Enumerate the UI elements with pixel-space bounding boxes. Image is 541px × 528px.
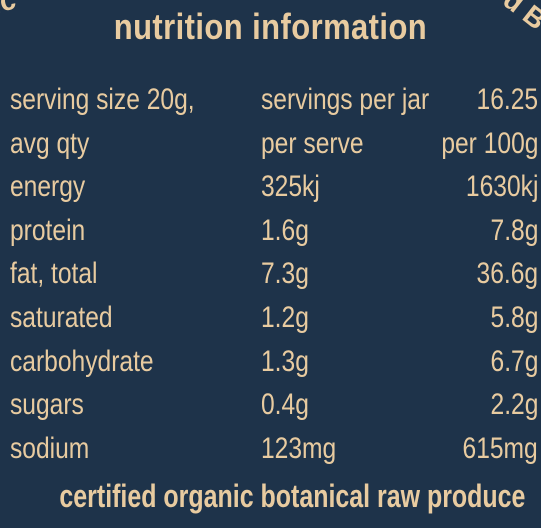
row-label: sodium bbox=[10, 431, 90, 465]
row-per-100g: 6.7g bbox=[490, 344, 538, 378]
row-label: avg qty bbox=[10, 126, 90, 160]
table-row: fat, total 7.3g 36.6g bbox=[10, 252, 538, 296]
table-row: carbohydrate 1.3g 6.7g bbox=[10, 340, 538, 384]
row-label: sugars bbox=[10, 388, 84, 422]
row-label: protein bbox=[10, 213, 86, 247]
table-row: avg qty per serve per 100g bbox=[10, 122, 538, 166]
table-row: saturated 1.2g 5.8g bbox=[10, 296, 538, 340]
row-per-100g: 1630kj bbox=[465, 170, 538, 204]
row-per-serve: per serve bbox=[261, 126, 364, 160]
row-per-serve: 7.3g bbox=[261, 257, 309, 291]
row-label: energy bbox=[10, 170, 86, 204]
row-per-serve: servings per jar bbox=[261, 83, 430, 116]
row-per-serve: 1.2g bbox=[261, 300, 309, 334]
row-per-serve: 123mg bbox=[261, 431, 337, 465]
row-label: carbohydrate bbox=[10, 344, 154, 378]
table-row: sodium 123mg 615mg bbox=[10, 427, 538, 471]
table-row: energy 325kj 1630kj bbox=[10, 165, 538, 209]
certification-footer: certified organic botanical raw produce bbox=[59, 478, 526, 514]
curved-brand-text-right: d B bbox=[497, 0, 541, 36]
row-per-serve: 1.6g bbox=[261, 213, 309, 247]
row-label: serving size 20g, bbox=[10, 83, 195, 116]
row-per-100g: 2.2g bbox=[490, 388, 538, 422]
row-per-100g: per 100g bbox=[440, 126, 538, 160]
row-per-serve: 325kj bbox=[261, 170, 320, 204]
table-row: protein 1.6g 7.8g bbox=[10, 209, 538, 253]
curved-brand-text-left: ic bbox=[0, 0, 19, 20]
row-per-100g: 5.8g bbox=[490, 300, 538, 334]
row-label: fat, total bbox=[10, 257, 98, 291]
nutrition-table: serving size 20g, servings per jar 16.25… bbox=[10, 78, 538, 470]
row-per-100g: 36.6g bbox=[476, 257, 538, 291]
row-per-serve: 1.3g bbox=[261, 344, 309, 378]
table-row: serving size 20g, servings per jar 16.25 bbox=[10, 78, 538, 122]
row-per-100g: 16.25 bbox=[476, 83, 538, 116]
panel-title: nutrition information bbox=[113, 6, 428, 47]
row-per-serve: 0.4g bbox=[261, 388, 309, 422]
table-row: sugars 0.4g 2.2g bbox=[10, 383, 538, 427]
row-label: saturated bbox=[10, 300, 113, 334]
row-per-100g: 615mg bbox=[462, 431, 538, 465]
row-per-100g: 7.8g bbox=[490, 213, 538, 247]
